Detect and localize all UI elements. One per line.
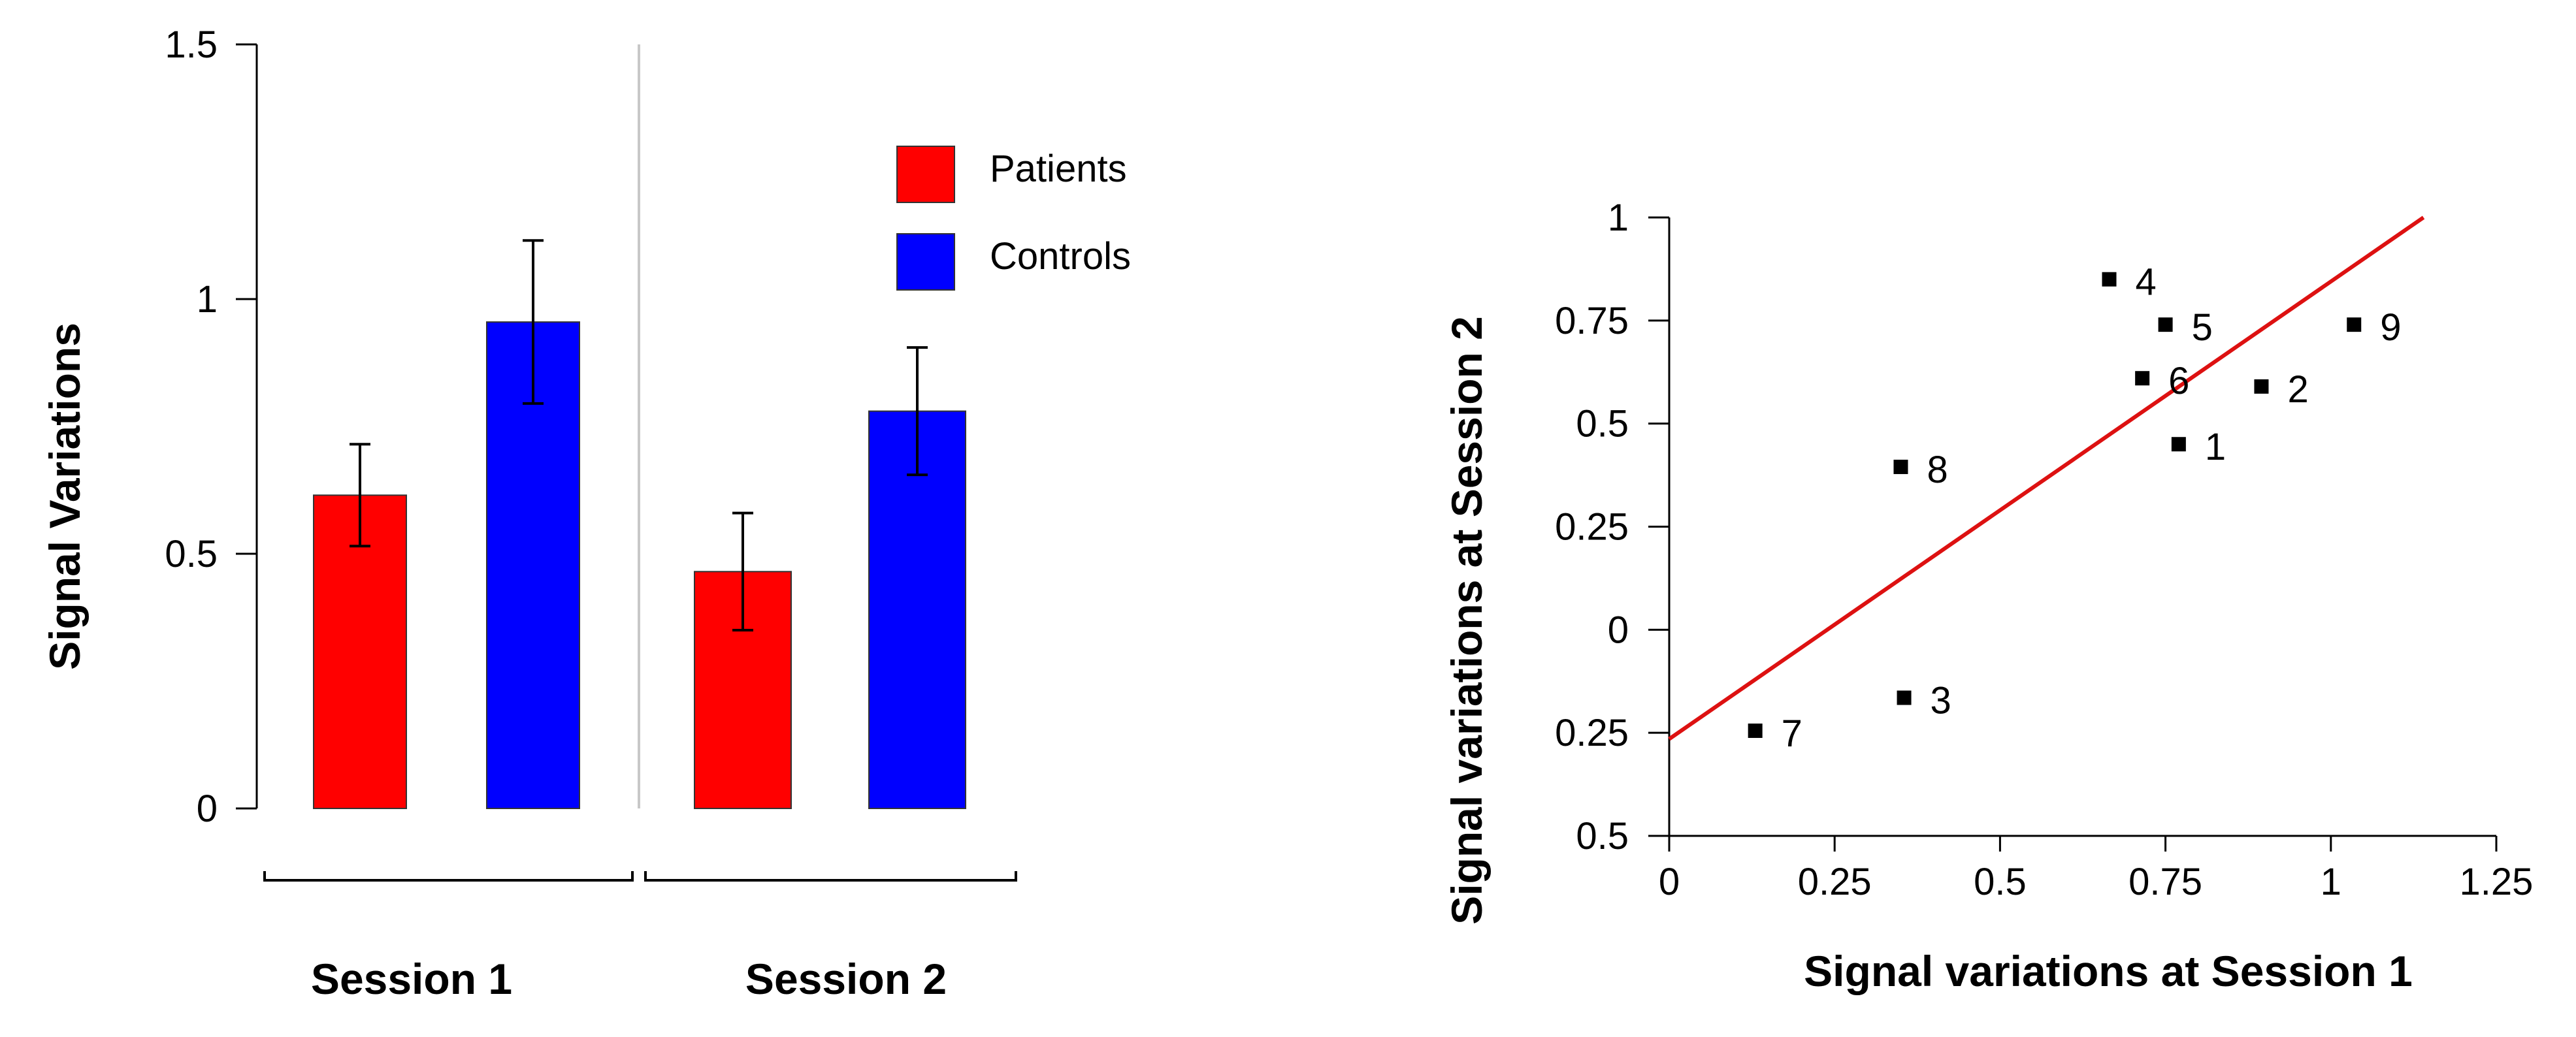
scatter-point-3: [1897, 690, 1912, 705]
scatter-y-axis-title: Signal variations at Session 2: [1443, 316, 1491, 925]
scatter-y-tick-label: 0.25: [1555, 712, 1629, 754]
bar-y-tick-label: 0.5: [165, 533, 218, 575]
legend-swatch-controls: [896, 233, 955, 291]
scatter-y-tick-label: 0.5: [1576, 403, 1629, 445]
group-label-session-2: Session 2: [745, 955, 947, 1003]
group-bracket-2: [644, 871, 1017, 882]
scatter-point-6: [2135, 371, 2150, 386]
bar-y-axis-title: Signal Variations: [41, 323, 89, 670]
scatter-point-9: [2347, 317, 2362, 332]
scatter-point-label-1: 1: [2205, 426, 2226, 468]
bar-legend: Patients Controls: [896, 146, 1131, 291]
group-bracket-1: [263, 871, 634, 882]
scatter-x-tick-label: 0.75: [2128, 861, 2202, 903]
bar-chart: Signal Variations Session 1 Session 2 Pa…: [41, 24, 1131, 1003]
bar-controls-2: [868, 410, 966, 809]
scatter-point-label-3: 3: [1931, 680, 1951, 722]
scatter-point-label-6: 6: [2168, 360, 2189, 402]
scatter-point-label-9: 9: [2380, 306, 2401, 349]
scatter-point-8: [1893, 459, 1908, 474]
scatter-x-axis-title: Signal variations at Session 1: [1804, 947, 2413, 995]
scatter-point-1: [2171, 437, 2186, 452]
legend-label-patients: Patients: [990, 148, 1127, 190]
scatter-chart: Signal variations at Session 2 Signal va…: [1443, 197, 2533, 995]
scatter-point-label-2: 2: [2287, 368, 2308, 411]
legend-label-controls: Controls: [990, 235, 1131, 278]
scatter-point-2: [2254, 379, 2269, 394]
scatter-y-tick-label: 1: [1608, 197, 1629, 239]
group-label-session-1: Session 1: [311, 955, 512, 1003]
scatter-x-tick-label: 0.25: [1798, 861, 1872, 903]
scatter-x-tick-label: 1.25: [2460, 861, 2534, 903]
scatter-y-tick-label: 0: [1608, 609, 1629, 651]
bar-y-tick-label: 0: [197, 788, 218, 830]
scatter-y-tick-label: 0.25: [1555, 506, 1629, 549]
scatter-point-label-8: 8: [1927, 449, 1948, 491]
scatter-point-5: [2158, 317, 2173, 332]
legend-swatch-patients: [896, 146, 955, 203]
scatter-point-7: [1748, 724, 1763, 739]
bar-y-tick-label: 1: [197, 278, 218, 321]
scatter-point-4: [2102, 272, 2117, 287]
scatter-point-label-5: 5: [2192, 306, 2213, 349]
scatter-point-label-7: 7: [1782, 712, 1802, 755]
scatter-y-tick-label: 0.75: [1555, 300, 1629, 342]
scatter-x-tick-label: 1: [2321, 861, 2341, 903]
bar-y-tick-label: 1.5: [165, 24, 218, 66]
scatter-y-tick-label: 0.5: [1576, 815, 1629, 857]
regression-line: [1668, 215, 2425, 741]
scatter-point-label-4: 4: [2136, 261, 2157, 304]
scatter-x-tick-label: 0.5: [1974, 861, 2027, 903]
scatter-x-tick-label: 0: [1659, 861, 1680, 903]
